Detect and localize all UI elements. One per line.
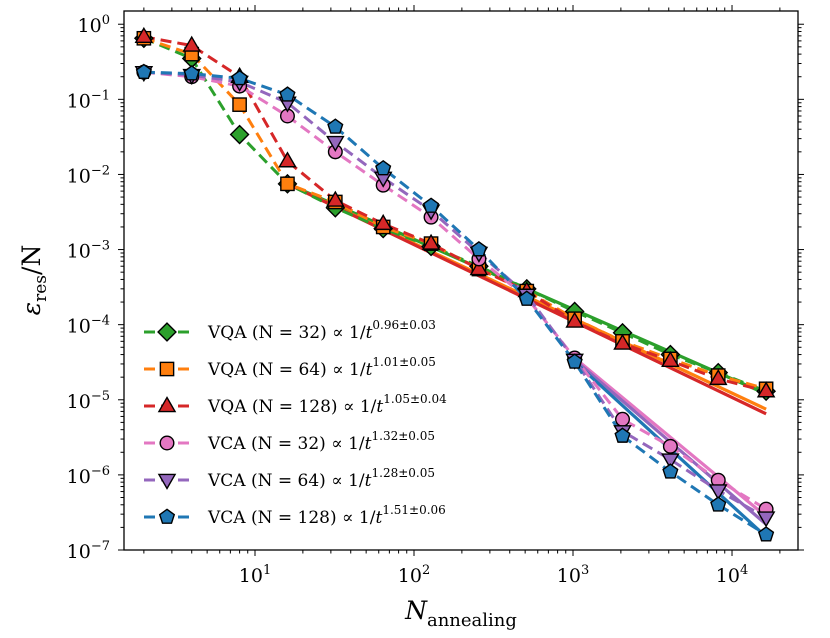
y-tick-label: 10−6 <box>67 464 110 488</box>
x-tick-label: 102 <box>398 563 430 587</box>
y-tick-label: 10−2 <box>67 163 110 187</box>
y-axis-label-main: ε <box>17 302 46 315</box>
x-tick-label: 104 <box>716 563 748 587</box>
data-point <box>232 97 247 112</box>
x-tick-label: 101 <box>239 563 271 587</box>
legend-label: VQA (N = 64) ∝ 1/t1.01±0.05 <box>207 355 436 380</box>
legend-marker <box>157 396 177 413</box>
data-point <box>229 124 250 145</box>
legend-marker <box>159 435 175 451</box>
data-point <box>375 159 392 176</box>
axis-ticks <box>118 5 804 556</box>
data-point <box>280 176 295 192</box>
data-point <box>661 453 680 470</box>
x-axis-label: Nannealing <box>404 596 517 631</box>
data-point <box>279 86 296 102</box>
data-point <box>326 190 345 207</box>
data-point <box>708 484 728 501</box>
data-point <box>327 118 344 134</box>
legend: VQA (N = 32) ∝ 1/t0.96±0.03 VQA (N = 64) … <box>144 318 447 528</box>
data-point <box>614 427 631 443</box>
y-tick-label: 10−7 <box>67 539 110 563</box>
legend-label: VCA (N = 32) ∝ 1/t1.32±0.05 <box>207 429 435 454</box>
tick-labels: 101 102 103 104 100 10−1 10−2 10−3 10−4 10−5 10−6 1… <box>67 13 749 587</box>
data-point <box>661 350 680 368</box>
data-point <box>710 496 727 512</box>
y-axis-label-sub: res <box>31 275 51 302</box>
y-tick-label: 10−4 <box>67 314 110 338</box>
legend-label: VCA (N = 128) ∝ 1/t1.51±0.06 <box>207 503 446 528</box>
data-point <box>373 213 393 231</box>
data-point <box>615 411 631 427</box>
legend-marker <box>159 361 175 377</box>
data-point <box>231 69 248 86</box>
data-series <box>133 26 777 542</box>
data-point <box>756 511 776 528</box>
data-point <box>326 135 345 152</box>
y-tick-label: 10−5 <box>67 389 110 413</box>
data-point <box>662 438 678 454</box>
data-point <box>183 65 200 81</box>
x-tick-label: 103 <box>557 563 589 587</box>
data-point <box>278 151 297 168</box>
legend-marker <box>158 508 176 524</box>
y-tick-label: 10−3 <box>67 239 110 263</box>
data-point <box>422 197 440 213</box>
data-point <box>421 233 441 250</box>
legend-label: VQA (N = 128) ∝ 1/t1.05±0.04 <box>207 392 447 417</box>
legend-marker <box>157 322 177 342</box>
series-line <box>143 70 767 511</box>
y-axis-label: εres/N <box>17 245 51 316</box>
plot-frame <box>123 10 799 551</box>
y-tick-label: 100 <box>78 13 110 37</box>
data-point <box>182 35 202 52</box>
data-point <box>566 353 583 369</box>
legend-marker <box>157 473 177 490</box>
data-point <box>758 526 775 542</box>
x-axis-label-sub: annealing <box>427 610 517 631</box>
data-point <box>135 63 152 80</box>
y-tick-label: 10−1 <box>67 88 110 112</box>
data-point <box>469 259 489 276</box>
data-point <box>662 463 679 479</box>
data-point <box>708 368 728 386</box>
data-point <box>613 333 632 350</box>
data-point <box>756 381 776 398</box>
legend-label: VCA (N = 64) ∝ 1/t1.28±0.05 <box>207 466 435 491</box>
data-point <box>470 241 488 257</box>
data-point <box>565 311 584 328</box>
data-point <box>134 26 154 44</box>
y-axis-label-suffix: /N <box>17 245 46 275</box>
x-axis-label-main: N <box>404 596 428 625</box>
data-point <box>518 290 535 306</box>
legend-label: VQA (N = 32) ∝ 1/t0.96±0.03 <box>207 318 436 343</box>
